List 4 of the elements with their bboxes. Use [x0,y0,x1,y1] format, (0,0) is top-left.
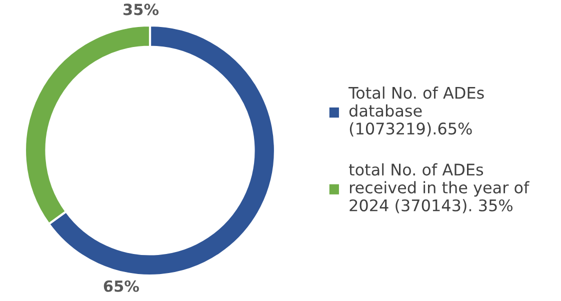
legend-label: total No. of ADEs received in the year of 2024 (370143). 35% [348,163,530,214]
data-label: 35% [124,4,159,16]
legend-label: Total No. of ADEs database (1073219).65% [348,86,484,137]
data-label: 65% [104,280,139,292]
